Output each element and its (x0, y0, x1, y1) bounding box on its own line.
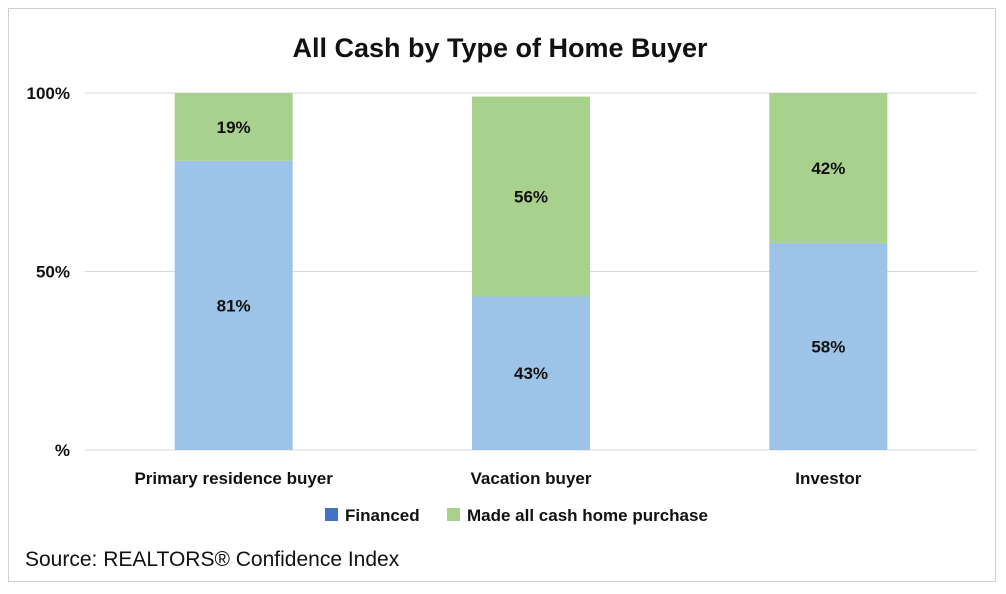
legend-label-cash: Made all cash home purchase (467, 506, 708, 525)
y-tick-label: % (55, 441, 70, 460)
category-label: Investor (795, 469, 862, 488)
category-label: Primary residence buyer (134, 469, 333, 488)
category-labels: Primary residence buyer Vacation buyer Inv… (134, 469, 861, 488)
bar-segment-cash-3 (769, 93, 888, 243)
source-note: Source: REALTORS® Confidence Index (25, 548, 400, 571)
y-axis-tick-labels: % 50% 100% (27, 84, 70, 460)
data-labels: 81% 19% 43% 56% 58% 42% (217, 118, 846, 383)
data-label-financed-2: 43% (514, 364, 548, 383)
bar-segment-cash-1 (174, 93, 293, 161)
y-tick-label: 50% (36, 263, 70, 282)
bar-segment-financed-1 (174, 160, 293, 450)
legend-swatch-cash (447, 508, 460, 521)
y-tick-label: 100% (27, 84, 70, 103)
bar-segment-financed-2 (472, 296, 590, 450)
legend-swatch-financed (325, 508, 338, 521)
data-label-financed-1: 81% (217, 296, 251, 315)
data-label-cash-2: 56% (514, 188, 548, 207)
data-label-cash-1: 19% (217, 118, 251, 137)
bar-segment-cash-2 (472, 96, 590, 297)
legend-label-financed: Financed (345, 506, 420, 525)
bar-segment-financed-3 (769, 242, 888, 450)
bars (174, 93, 888, 450)
category-label: Vacation buyer (471, 469, 592, 488)
data-label-financed-3: 58% (811, 337, 845, 356)
legend: Financed Made all cash home purchase (325, 506, 708, 525)
chart-title: All Cash by Type of Home Buyer (292, 33, 708, 63)
data-label-cash-3: 42% (811, 159, 845, 178)
